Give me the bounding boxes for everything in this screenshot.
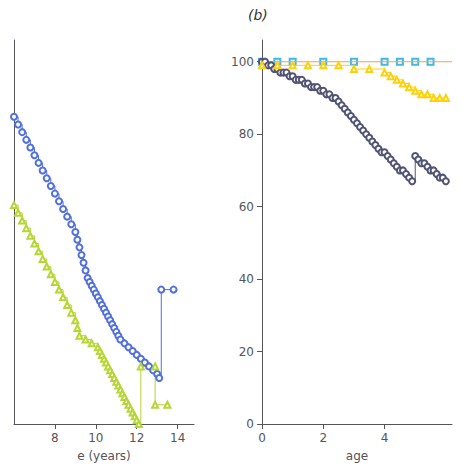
- svg-text:80: 80: [239, 127, 254, 141]
- svg-text:12: 12: [129, 431, 144, 445]
- svg-text:(b): (b): [248, 7, 268, 23]
- svg-text:60: 60: [239, 200, 254, 214]
- svg-text:14: 14: [170, 431, 185, 445]
- svg-text:age: age: [346, 449, 368, 463]
- svg-text:e (years): e (years): [77, 449, 131, 463]
- svg-text:2: 2: [319, 431, 327, 445]
- svg-text:0: 0: [246, 417, 254, 431]
- svg-text:4: 4: [381, 431, 389, 445]
- svg-text:10: 10: [88, 431, 103, 445]
- svg-text:8: 8: [51, 431, 59, 445]
- svg-text:100: 100: [231, 55, 254, 69]
- svg-text:40: 40: [239, 272, 254, 286]
- svg-text:20: 20: [239, 345, 254, 359]
- svg-text:0: 0: [258, 431, 266, 445]
